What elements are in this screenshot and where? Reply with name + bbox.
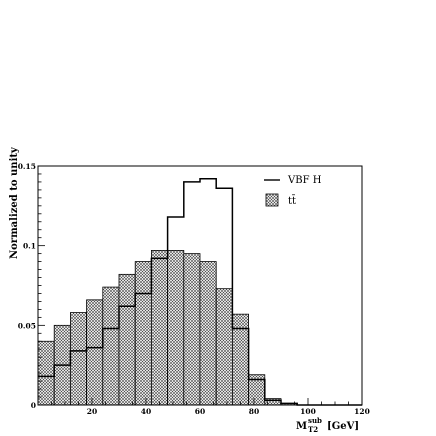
ttbar-bin-bar (134, 261, 152, 406)
ttbar-bin-bar (215, 288, 233, 406)
x-tick-label: 40 (141, 407, 151, 416)
ttbar-bin-bar (150, 250, 168, 406)
x-tick-label: 60 (195, 407, 205, 416)
legend-hatch-swatch (265, 193, 279, 207)
y-tick-label: 0.15 (18, 162, 36, 171)
ttbar-bin-bar (102, 286, 120, 406)
legend: VBF H tt̄ (264, 175, 322, 207)
ttbar-bin-bar (199, 261, 217, 406)
plot-area (37, 177, 362, 406)
x-tick-label: 100 (300, 407, 316, 416)
axes: 20 40 60 80 100 120 0 0.05 0.1 0.15 (18, 162, 370, 416)
x-axis-title-sub: T2 (308, 425, 318, 434)
x-axis-title-unit: [GeV] (327, 421, 359, 432)
x-tick-label: 80 (249, 407, 259, 416)
x-axis-title: M sub T2 [GeV] (296, 416, 359, 434)
x-axis-title-sup: sub (308, 416, 322, 425)
ttbar-bin-bar (118, 273, 136, 406)
ttbar-bin-bar (86, 299, 104, 406)
y-tick-label: 0.1 (23, 242, 36, 251)
y-tick-label: 0.05 (18, 321, 36, 330)
x-axis-title-main: M (296, 421, 307, 432)
y-axis-title: Normalized to unity (9, 146, 20, 259)
ttbar-bin-bar (70, 312, 88, 406)
ttbar-bin-bar (183, 253, 201, 406)
ttbar-bin-bar (167, 250, 185, 406)
x-tick-label: 120 (354, 407, 370, 416)
legend-label-ttbar: tt̄ (288, 195, 296, 207)
legend-label-vbf-h: VBF H (287, 175, 322, 186)
x-tick-label: 20 (87, 407, 97, 416)
y-tick-label: 0 (31, 401, 36, 410)
